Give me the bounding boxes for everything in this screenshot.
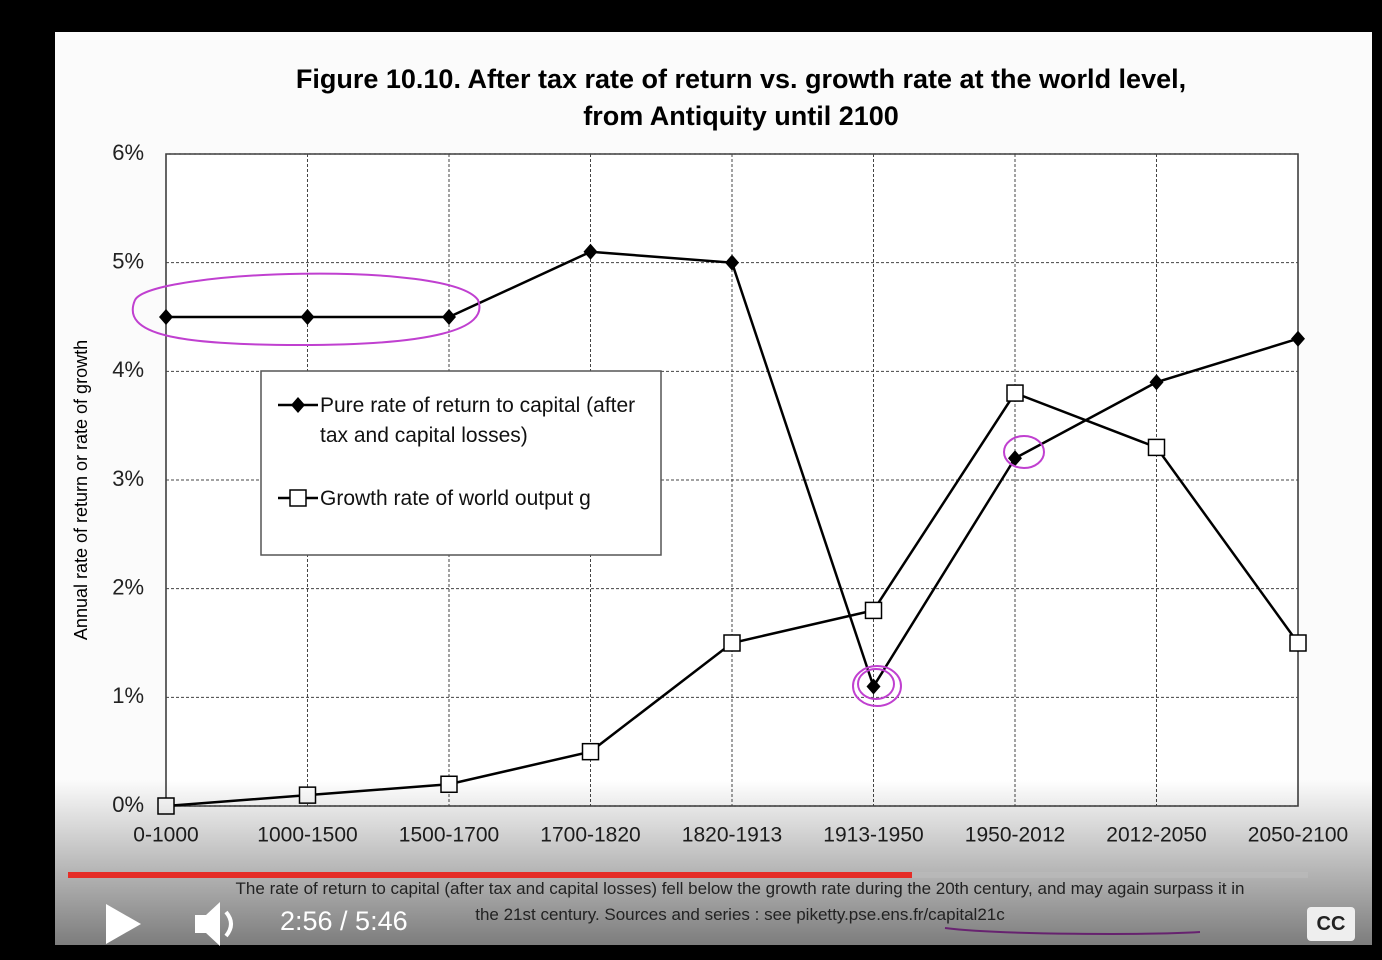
annotation-ellipse (131, 272, 481, 347)
time-display: 2:56 / 5:46 (280, 906, 408, 936)
data-point (725, 254, 739, 271)
data-point (723, 634, 741, 652)
y-tick-label: 3% (112, 466, 144, 491)
data-point (1147, 438, 1166, 457)
data-point (1008, 450, 1022, 467)
annotation-circle (1003, 435, 1045, 469)
data-point (864, 601, 883, 620)
annotation-circle (852, 665, 902, 707)
data-point (159, 309, 173, 325)
legend-label: Pure rate of return to capital (after ta… (320, 394, 636, 447)
data-point (581, 742, 600, 761)
legend-key-marker (289, 489, 307, 507)
data-point (866, 678, 881, 695)
data-point (1291, 330, 1305, 347)
chart-note: The rate of return to capital (after tax… (235, 879, 1245, 924)
data-point (300, 309, 315, 325)
speaker-wave (224, 910, 233, 938)
chart-title: Figure 10.10. After tax rate of return v… (296, 64, 1186, 94)
legend-box (260, 370, 662, 556)
data-point (442, 309, 456, 325)
y-tick-label: 6% (112, 140, 144, 165)
volume-button[interactable] (195, 902, 233, 946)
captions-button[interactable]: CC (1307, 907, 1355, 941)
y-tick-label: 5% (112, 248, 144, 273)
y-tick-label: 2% (112, 574, 144, 599)
play-button[interactable] (106, 904, 141, 944)
chart-subtitle: from Antiquity until 2100 (583, 101, 899, 131)
data-point (1289, 634, 1307, 652)
data-point (1006, 384, 1024, 402)
y-tick-label: 4% (112, 357, 144, 382)
progress-played (68, 872, 912, 878)
data-point (583, 243, 598, 260)
y-axis-label: Annual rate of return or rate of growth (71, 340, 91, 640)
speaker-icon (195, 902, 220, 946)
data-point (1149, 374, 1164, 391)
y-tick-label: 1% (112, 683, 144, 708)
legend-key-marker (291, 397, 305, 413)
legend-label: Growth rate of world output g (320, 487, 591, 510)
annotation-circle (857, 668, 895, 700)
